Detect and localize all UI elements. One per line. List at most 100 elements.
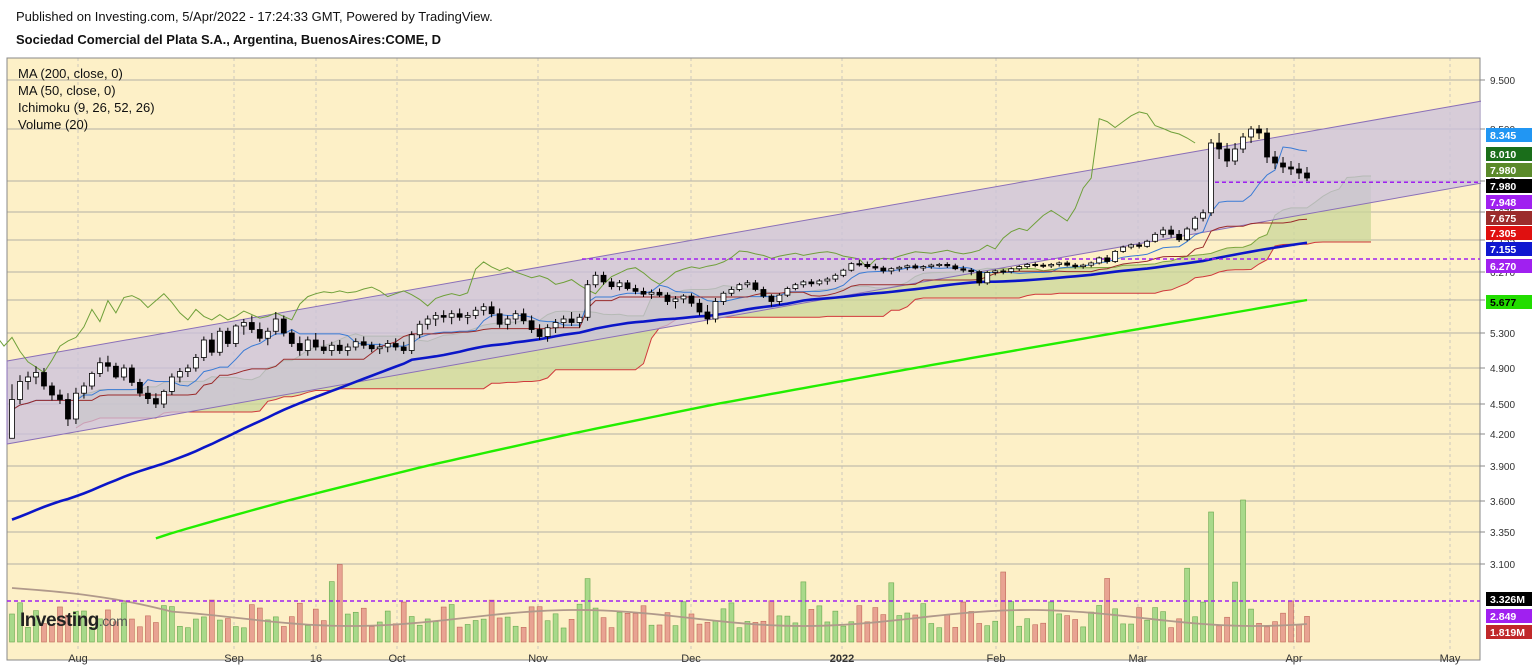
candle-body — [272, 318, 279, 332]
candle-body — [768, 295, 775, 302]
candle-body — [704, 311, 711, 320]
candle-body — [792, 284, 799, 289]
published-info: Published on Investing.com, 5/Apr/2022 -… — [16, 9, 493, 24]
volume-bar — [328, 581, 335, 643]
time-tick-label: Apr — [1285, 653, 1302, 665]
price-label-box — [1486, 163, 1532, 177]
volume-bar — [384, 610, 391, 643]
price-label-box — [1486, 128, 1532, 142]
candle-body — [776, 294, 783, 302]
volume-bar — [904, 612, 911, 643]
volume-bar — [888, 582, 895, 643]
volume-bar — [496, 617, 503, 643]
candle-body — [960, 268, 967, 271]
volume-bar — [169, 606, 175, 643]
candle-body — [608, 281, 615, 288]
candle-body — [25, 376, 31, 382]
volume-bar — [880, 614, 887, 643]
volume-bar — [1208, 511, 1214, 643]
candle-body — [896, 266, 903, 270]
candle-body — [192, 357, 199, 369]
volume-bar — [400, 601, 407, 643]
chikou-span-line — [0, 111, 1196, 374]
investing-logo: Investing.com — [20, 610, 128, 632]
candle-body — [536, 329, 543, 337]
candle-body — [57, 394, 63, 400]
volume-bar — [720, 608, 727, 643]
candle-body — [224, 330, 231, 344]
candle-body — [1160, 229, 1166, 235]
candle-body — [376, 346, 383, 350]
candle-body — [808, 281, 815, 285]
candle-body — [464, 315, 471, 318]
candle-body — [49, 385, 55, 396]
volume-bar — [952, 627, 959, 643]
candle-body — [640, 290, 647, 295]
legend-ma200: MA (200, close, 0) — [18, 66, 123, 81]
candle-body — [488, 306, 495, 315]
candle-body — [1280, 162, 1286, 168]
candle-body — [928, 264, 935, 267]
candle-body — [448, 313, 455, 318]
volume-bar — [225, 618, 231, 643]
volume-bar — [81, 610, 87, 643]
candle-body — [304, 339, 311, 351]
candle-body — [504, 318, 511, 325]
candle-body — [760, 289, 767, 297]
volume-bar — [209, 599, 215, 643]
volume-bar — [672, 625, 679, 643]
candle-body — [624, 282, 631, 289]
candle-body — [672, 298, 679, 302]
axis-tick-label: 3.600 — [1490, 497, 1515, 508]
candle-body — [9, 399, 15, 439]
candle-body — [1224, 148, 1230, 162]
candle-body — [1192, 217, 1198, 230]
volume-bar — [241, 627, 247, 643]
candle-body — [280, 318, 287, 334]
volume-bar — [944, 614, 951, 643]
candle-body — [1304, 172, 1310, 179]
volume-bar — [632, 613, 639, 643]
volume-bar — [448, 604, 455, 643]
volume-bar — [1016, 625, 1023, 643]
candle-body — [976, 271, 983, 284]
candle-body — [744, 282, 751, 286]
price-label-box — [1486, 226, 1532, 240]
candle-body — [1264, 132, 1270, 158]
chart-title: Sociedad Comercial del Plata S.A., Argen… — [16, 32, 442, 47]
axis-tick-label: 5.300 — [1490, 329, 1515, 340]
candle-body — [992, 270, 999, 273]
volume-bar — [1176, 618, 1182, 643]
volume-bar — [568, 618, 575, 643]
volume-bar — [456, 626, 463, 643]
price-label-text: 1.819M — [1490, 627, 1525, 639]
legend-ichimoku: Ichimoku (9, 26, 52, 26) — [18, 100, 155, 115]
candle-body — [368, 344, 375, 350]
candle-body — [1000, 270, 1007, 273]
candle-body — [41, 372, 47, 387]
candle-body — [360, 341, 367, 346]
candle-body — [968, 269, 975, 273]
volume-bar — [760, 620, 767, 643]
axis-tick-label: 3.100 — [1490, 560, 1515, 571]
price-label-box — [1486, 625, 1532, 639]
candle-body — [65, 399, 71, 420]
candle-body — [1168, 229, 1174, 235]
volume-bar — [680, 601, 687, 643]
candle-body — [680, 295, 687, 300]
volume-bar — [704, 621, 711, 643]
candle-body — [1056, 262, 1063, 265]
volume-bar — [121, 602, 127, 643]
volume-bar — [105, 609, 111, 643]
time-axis: Aug Sep 16 Oct Nov Dec 2022 Feb Mar Apr May — [68, 653, 1461, 665]
volume-bar — [185, 627, 191, 643]
price-label-text: 7.675 — [1490, 213, 1516, 225]
time-tick-label: Feb — [987, 653, 1006, 665]
candle-body — [1088, 262, 1095, 266]
volume-bar — [992, 620, 999, 643]
candle-body — [688, 295, 695, 304]
candle-body — [1032, 264, 1039, 267]
legend-ma50: MA (50, close, 0) — [18, 83, 116, 98]
price-label-text: 2.849 — [1490, 611, 1516, 623]
